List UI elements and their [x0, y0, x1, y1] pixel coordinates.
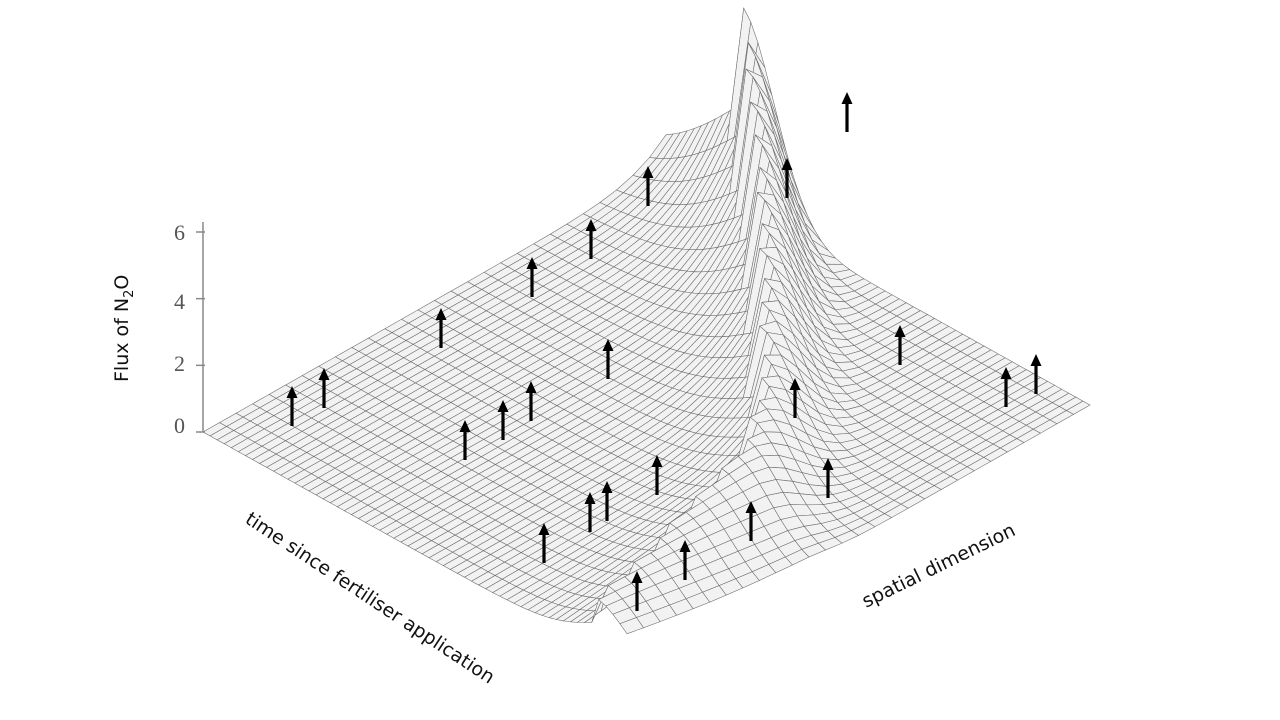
flux-arrow — [789, 378, 801, 418]
flux-arrow — [526, 257, 538, 297]
flux-arrow — [318, 368, 330, 408]
z-axis-title: Flux of N2O — [111, 275, 137, 382]
flux-arrow — [584, 492, 596, 532]
flux-arrow-head — [651, 455, 663, 467]
flux-arrow — [841, 92, 853, 132]
flux-arrow-head — [538, 523, 550, 535]
flux-arrow — [1000, 367, 1012, 407]
flux-arrow — [585, 219, 597, 259]
flux-arrow-head — [525, 381, 537, 393]
flux-arrow-head — [459, 420, 471, 432]
flux-arrow-head — [894, 325, 906, 337]
z-tick-label: 2 — [174, 351, 185, 376]
flux-arrow — [435, 308, 447, 348]
flux-arrow-head — [286, 386, 298, 398]
z-tick-label: 6 — [174, 220, 185, 245]
flux-arrow-head — [631, 571, 643, 583]
flux-arrow — [651, 455, 663, 495]
flux-arrow-head — [1030, 354, 1042, 366]
flux-arrow-head — [679, 540, 691, 552]
flux-arrow — [601, 481, 613, 521]
flux-arrow — [459, 420, 471, 460]
arrows-layer — [286, 92, 1042, 611]
surface-cell — [619, 617, 644, 635]
z-axis: 6 4 2 0 — [174, 220, 205, 438]
flux-arrow-head — [822, 458, 834, 470]
flux-arrow — [525, 381, 537, 421]
z-tick-label: 4 — [174, 289, 185, 314]
flux-arrow-head — [435, 308, 447, 320]
flux-arrow-head — [526, 257, 538, 269]
flux-arrow — [822, 458, 834, 498]
flux-arrow — [497, 400, 509, 440]
flux-arrow-head — [601, 481, 613, 493]
flux-arrow — [781, 158, 793, 198]
flux-arrow-head — [584, 492, 596, 504]
flux-arrow-head — [1000, 367, 1012, 379]
y-axis-title: spatial dimension — [859, 519, 1019, 612]
flux-arrow-head — [602, 339, 614, 351]
flux-arrow — [679, 540, 691, 580]
flux-arrow — [286, 386, 298, 426]
flux-arrow — [1030, 354, 1042, 394]
flux-arrow-head — [497, 400, 509, 412]
flux-arrow-head — [318, 368, 330, 380]
flux-arrow-head — [585, 219, 597, 231]
z-tick-label: 0 — [174, 413, 185, 438]
flux-arrow-head — [789, 378, 801, 390]
z-axis-title-main: Flux of N — [111, 298, 133, 382]
flux-arrow — [602, 339, 614, 379]
flux-arrow — [538, 523, 550, 563]
surface-mesh — [202, 7, 1091, 635]
flux-arrow — [894, 325, 906, 365]
flux-arrow — [745, 501, 757, 541]
flux-arrow — [642, 166, 654, 206]
flux-arrow-head — [841, 92, 853, 104]
flux-arrow — [631, 571, 643, 611]
z-axis-title-tail: O — [111, 275, 133, 290]
flux-arrow-head — [781, 158, 793, 170]
z-axis-title-sub: 2 — [122, 290, 137, 298]
flux-arrow-head — [642, 166, 654, 178]
flux-arrow-head — [745, 501, 757, 513]
